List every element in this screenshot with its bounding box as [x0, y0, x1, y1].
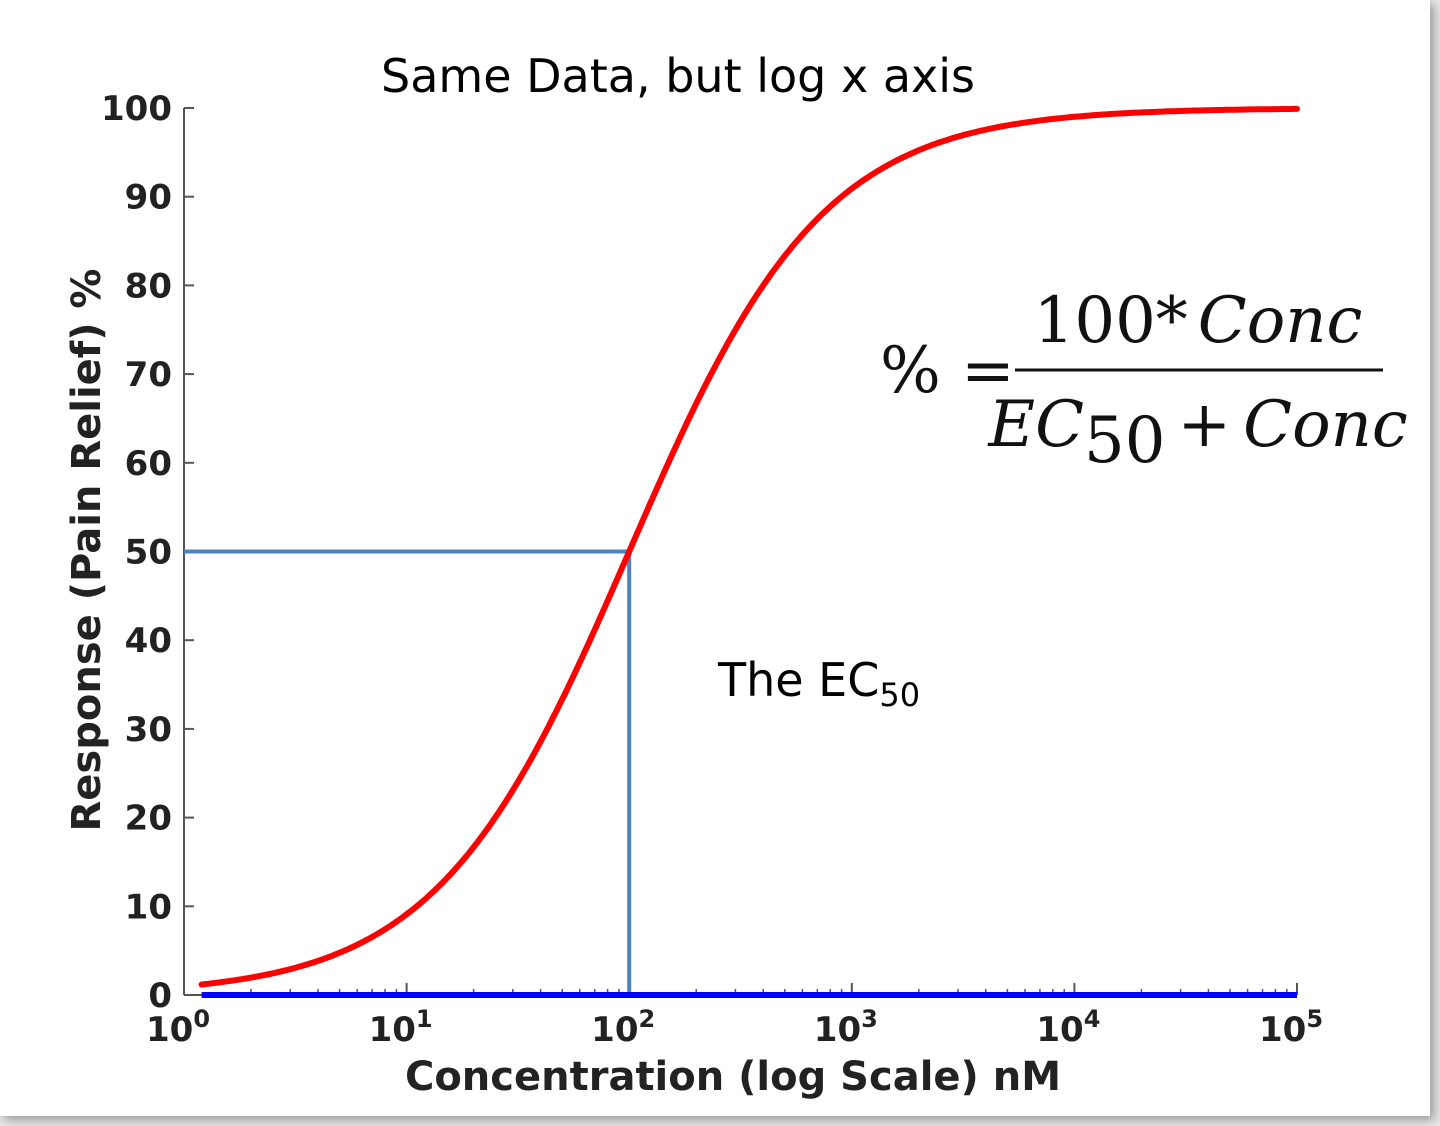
y-tick-label: 10 — [125, 887, 172, 927]
ec50-annotation: The EC50 — [717, 653, 920, 714]
formula-num-number: 100 — [1034, 284, 1156, 358]
formula-denominator: EC50 + Conc — [987, 388, 1407, 478]
formula-den-var: EC — [987, 388, 1084, 462]
y-tick-label: 60 — [125, 444, 172, 484]
formula-den-var2: Conc — [1243, 388, 1408, 462]
x-axis-label: Concentration (log Scale) nM — [405, 1054, 1061, 1100]
ec50-annotation-subscript: 50 — [879, 676, 920, 714]
y-tick-label: 0 — [148, 976, 172, 1016]
ec50-guide — [184, 549, 632, 995]
chart-title: Same Data, but log x axis — [381, 49, 975, 103]
formula-num-var: Conc — [1198, 284, 1363, 358]
formula-den-sub: 50 — [1084, 404, 1165, 478]
formula-numerator: 100* Conc — [1034, 284, 1363, 358]
formula-lhs: % = — [880, 334, 1015, 408]
y-axis-label: Response (Pain Relief) % — [64, 269, 110, 832]
y-tick-label: 100 — [101, 89, 172, 129]
y-tick-label: 90 — [125, 178, 172, 218]
y-tick-label: 80 — [125, 266, 172, 306]
y-tick-label: 70 — [125, 355, 172, 395]
y-tick-labels: 0 10 20 30 40 50 60 70 80 90 100 — [101, 89, 172, 1016]
x-tick-labels: 100 101 102 103 104 105 — [146, 1005, 1323, 1050]
x-tick-label: 101 — [369, 1005, 433, 1050]
x-tick-label: 103 — [814, 1005, 878, 1050]
ec50-guide-lines — [184, 549, 632, 995]
ec50-annotation-text: The EC — [717, 653, 879, 707]
response-curve — [198, 105, 1300, 988]
y-tick-label: 40 — [125, 621, 172, 661]
x-tick-label: 100 — [146, 1005, 210, 1050]
formula-num-op: * — [1156, 284, 1188, 358]
formula-den-op: + — [1177, 388, 1231, 462]
y-tick-label: 30 — [125, 710, 172, 750]
x-tick-label: 104 — [1036, 1005, 1100, 1050]
formula: % = 100* Conc EC50 + Conc — [880, 284, 1408, 478]
x-tick-label: 102 — [591, 1005, 655, 1050]
y-tick-label: 50 — [125, 533, 172, 573]
x-tick-label: 105 — [1259, 1005, 1323, 1050]
y-tick-label: 20 — [125, 799, 172, 839]
